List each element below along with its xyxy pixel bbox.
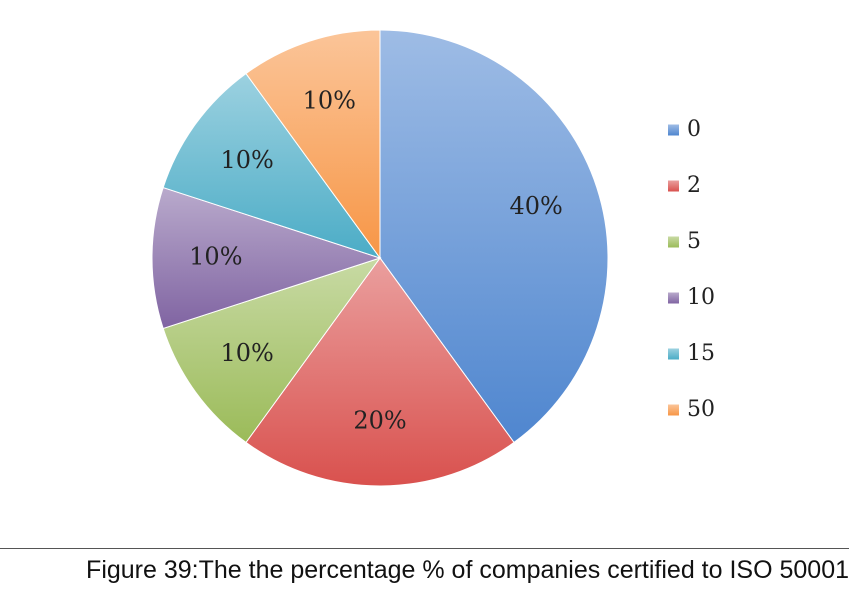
legend-swatch-0 (668, 124, 679, 136)
legend-label-50: 50 (687, 397, 715, 422)
legend-swatch-10 (668, 292, 679, 304)
slice-label-10: 10% (189, 243, 242, 271)
slice-label-50: 10% (303, 86, 356, 114)
pie-chart: 40% 20% 10% 10% 10% 10% 0 2 5 10 15 50 (151, 29, 715, 487)
legend-swatch-15 (668, 348, 679, 360)
pie-slices (151, 29, 609, 487)
legend-label-0: 0 (687, 117, 701, 142)
slice-label-15: 10% (221, 146, 274, 174)
legend-swatch-50 (668, 404, 679, 416)
pie-slice-5 (162, 257, 382, 444)
pie-slice-2 (245, 257, 515, 487)
legend-label-5: 5 (687, 229, 701, 254)
figure-caption: Figure 39:The the percentage % of compan… (86, 556, 849, 584)
legend-label-15: 15 (687, 341, 715, 366)
legend-swatch-5 (668, 236, 679, 248)
legend-swatch-2 (668, 180, 679, 192)
pie-slice-15 (162, 72, 382, 259)
legend: 0 2 5 10 15 50 (668, 117, 715, 422)
pie-slice-50 (245, 29, 381, 260)
legend-label-10: 10 (687, 285, 715, 310)
pie-slice-0 (379, 29, 609, 444)
slice-label-5: 10% (221, 339, 274, 367)
legend-label-2: 2 (687, 173, 701, 198)
slice-label-0: 40% (509, 192, 562, 220)
pie-slice-labels: 40% 20% 10% 10% 10% 10% (189, 86, 563, 434)
pie-slice-10 (151, 186, 382, 330)
slice-label-2: 20% (353, 407, 406, 435)
caption-divider (0, 548, 849, 549)
